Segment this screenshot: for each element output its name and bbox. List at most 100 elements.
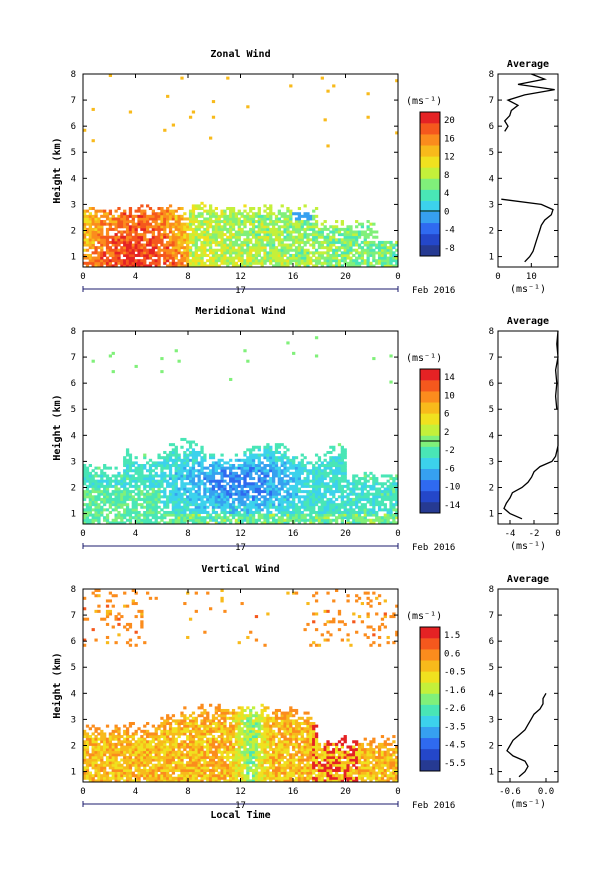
heatmap-cell [226,259,230,263]
heatmap-cell [380,500,385,504]
colorbar-segment [420,222,440,235]
heatmap-cell [157,212,161,216]
heatmap-cell [211,466,216,470]
heatmap-cell [297,207,302,211]
heatmap-cell [355,510,359,514]
heatmap-cell [352,235,356,239]
heatmap-cell [114,220,118,224]
heatmap-cell [234,214,239,218]
heatmap-cell [166,776,170,780]
heatmap-cell [240,212,244,216]
heatmap-cell [123,495,127,499]
heatmap-cell [183,466,187,470]
heatmap-cell [251,261,256,265]
heatmap-cell [323,464,327,468]
heatmap-cell [272,458,276,462]
heatmap-cell [300,471,304,475]
heatmap-cell [349,238,353,242]
heatmap-cell [197,235,201,239]
heatmap-cell [85,227,90,231]
heatmap-cell [103,235,107,239]
heatmap-cell [151,227,155,231]
heatmap-cell [246,466,250,470]
heatmap-cell [223,521,227,525]
heatmap-cell [177,510,181,514]
heatmap-cell [117,779,121,783]
heatmap-cell [357,264,362,268]
heatmap-cell [314,336,319,340]
heatmap-cell [226,482,230,486]
heatmap-cell [97,238,101,242]
y-tick-label: 7 [71,96,76,106]
heatmap-cell [211,490,216,494]
heatmap-cell [191,256,196,260]
heatmap-cell [220,248,224,252]
heatmap-cell [263,500,267,504]
heatmap-cell [340,253,344,257]
heatmap-cell [323,246,327,250]
heatmap-cell [143,495,147,499]
heatmap-cell [214,518,218,522]
heatmap-cell [91,484,95,488]
heatmap-cell [372,222,376,226]
heatmap-cell [243,495,247,499]
heatmap-cell [163,214,167,218]
heatmap-cell [211,264,216,268]
heatmap-cell [183,474,187,478]
heatmap-cell [128,479,133,483]
heatmap-cell [314,510,319,514]
heatmap-cell [188,471,193,475]
heatmap-cell [128,748,133,752]
heatmap-cell [223,484,227,488]
heatmap-cell [120,233,124,237]
heatmap-cell [151,508,155,512]
heatmap-cell [143,243,147,247]
heatmap-cell [166,474,170,478]
heatmap-cell [125,510,130,514]
heatmap-cell [143,238,147,242]
heatmap-cell [375,235,379,239]
heatmap-cell [234,248,239,252]
heatmap-cell [148,755,153,759]
heatmap-cell [123,456,127,460]
heatmap-cell [148,745,153,749]
heatmap-cell [194,503,198,507]
heatmap-cell [180,729,184,733]
heatmap-cell [177,474,181,478]
heatmap-cell [114,246,118,250]
heatmap-cell [375,503,379,507]
heatmap-cell [283,453,287,457]
heatmap-cell [137,513,141,517]
heatmap-cell [117,761,121,765]
heatmap-cell [146,776,150,780]
heatmap-cell [174,490,178,494]
heatmap-cell [125,604,130,608]
heatmap-cell [91,139,95,143]
heatmap-cell [343,227,347,231]
heatmap-cell [386,479,390,483]
heatmap-cell [146,745,150,749]
heatmap-cell [177,469,181,473]
heatmap-cell [134,503,138,507]
heatmap-cell [85,763,90,767]
heatmap-cell [303,482,307,486]
heatmap-cell [114,474,118,478]
heatmap-cell [289,238,293,242]
heatmap-cell [309,214,313,218]
heatmap-cell [314,240,319,244]
heatmap-cell [91,628,95,632]
heatmap-cell [125,622,130,626]
heatmap-cell [263,222,267,226]
heatmap-cell [240,246,244,250]
heatmap-cell [128,248,133,252]
heatmap-cell [251,500,256,504]
heatmap-cell [243,490,247,494]
heatmap-cell [105,755,110,759]
heatmap-cell [171,256,176,260]
heatmap-cell [134,484,138,488]
heatmap-cell [277,217,281,221]
heatmap-cell [237,246,241,250]
heatmap-cell [246,214,250,218]
heatmap-cell [214,466,218,470]
